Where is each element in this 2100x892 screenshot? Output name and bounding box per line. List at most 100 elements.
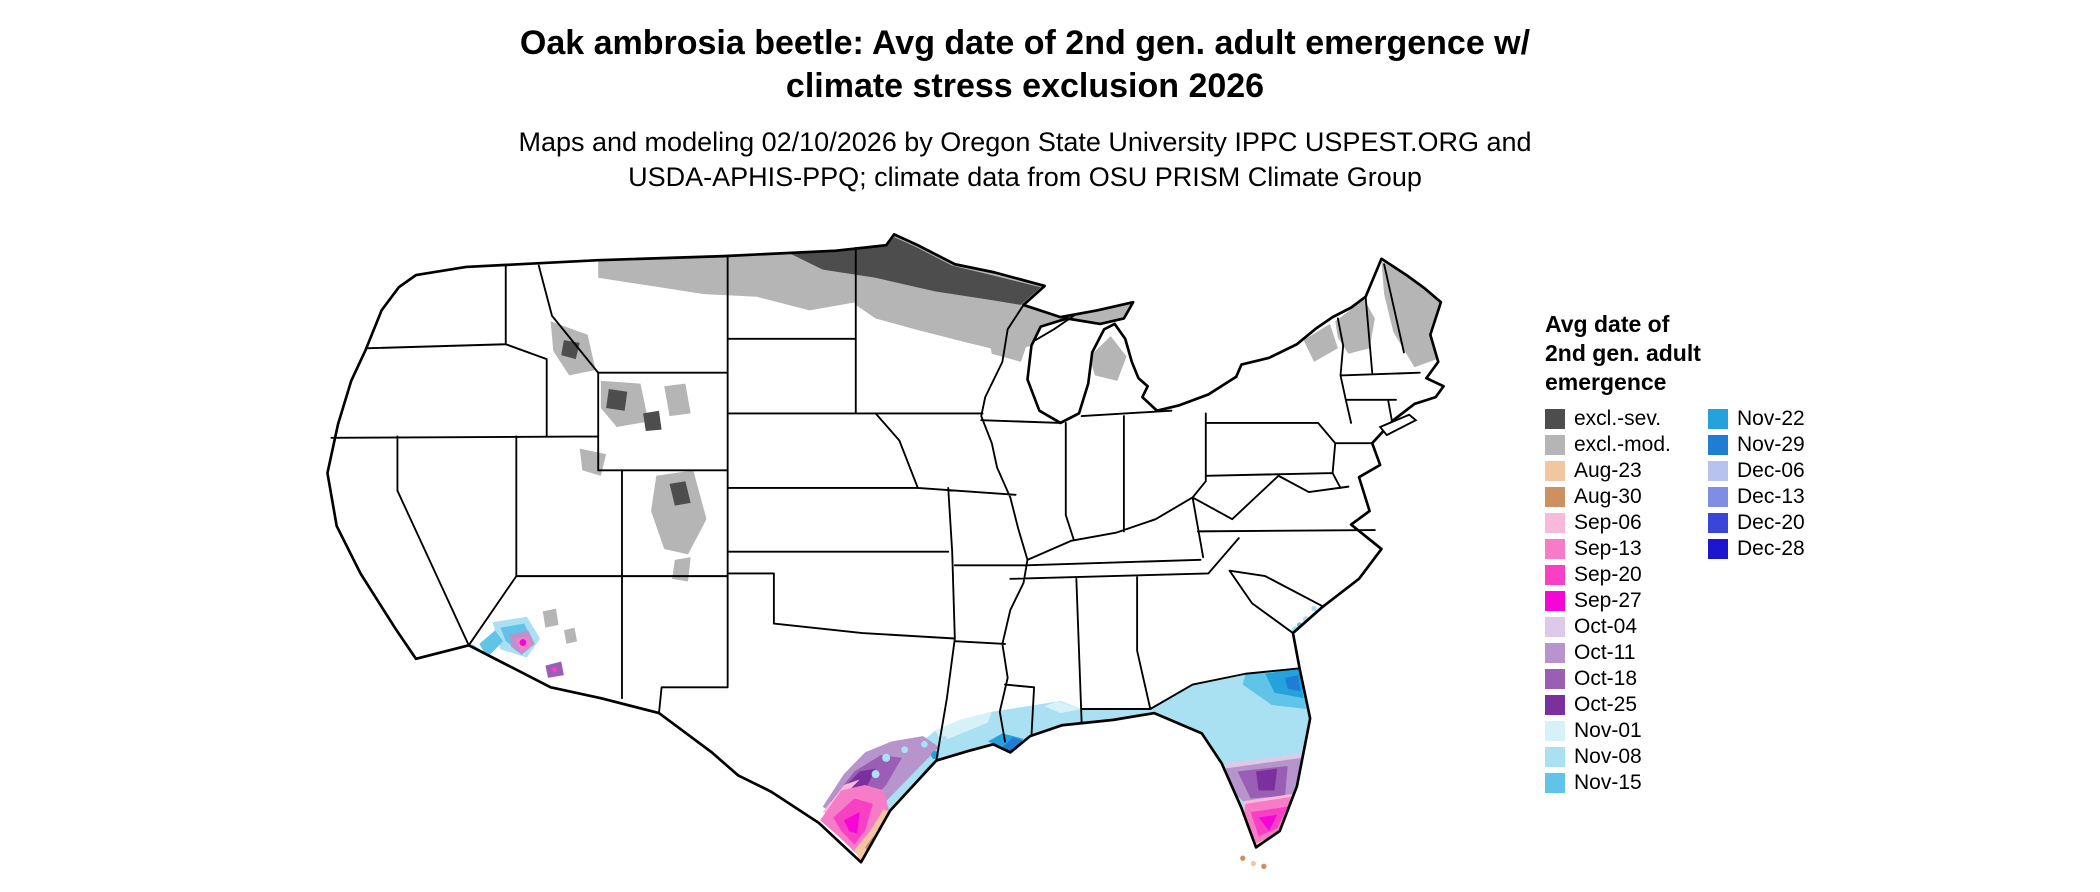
legend-row: Oct-18 [1545,666,1708,692]
legend-row: Aug-30 [1545,484,1708,510]
map-speckle [901,746,908,754]
map-speckle [941,736,947,742]
state-borders [330,247,1421,762]
legend-title: Avg date of 2nd gen. adult emergence [1545,310,1985,396]
map-region-aug-23 [854,809,1288,863]
legend-swatch [1545,617,1565,638]
legend-label: Sep-27 [1574,589,1642,613]
legend-swatch [1545,695,1565,716]
legend-label: Oct-04 [1574,615,1638,639]
header: Oak ambrosia beetle: Avg date of 2nd gen… [0,22,2050,195]
legend-row: Nov-29 [1708,432,1805,458]
legend-swatch [1545,565,1565,586]
us-map-svg [326,233,1445,870]
legend-row: Nov-15 [1545,770,1708,796]
map-subtitle: Maps and modeling 02/10/2026 by Oregon S… [0,125,2050,195]
us-map [268,210,1536,888]
legend-row: Sep-20 [1545,562,1708,588]
map-region-sep-20 [833,798,1288,845]
legend-label: Oct-18 [1574,667,1638,691]
legend-label: Oct-25 [1574,693,1638,717]
legend-label: Oct-11 [1574,641,1636,665]
long-island [1378,413,1418,437]
legend-row: Oct-11 [1545,640,1708,666]
us-outline [326,233,1445,864]
legend-title-line-1: Avg date of [1545,311,1670,337]
legend-row: Aug-23 [1545,458,1708,484]
legend-label: Aug-23 [1574,459,1642,483]
legend-swatch [1545,539,1565,560]
legend-row: Oct-25 [1545,692,1708,718]
legend-row: Nov-01 [1545,718,1708,744]
legend-label: Sep-13 [1574,537,1642,561]
legend-swatch [1708,487,1728,508]
map-speckle [871,770,880,779]
map-region-excl-mod [542,234,1441,644]
legend-swatch [1545,591,1565,612]
florida-keys-speckles [1240,855,1267,870]
legend-label: Nov-01 [1574,719,1642,743]
legend-row: Sep-06 [1545,510,1708,536]
legend-columns: excl.-sev. excl.-mod. Aug-23 Aug-30 Sep-06 Se… [1545,406,1985,796]
legend-swatch [1708,539,1728,560]
legend-row: Dec-20 [1708,510,1805,536]
legend-swatch [1545,773,1565,794]
map-title-line-2: climate stress exclusion 2026 [785,66,1265,105]
legend-swatch [1545,487,1565,508]
map-speckle [1250,860,1256,867]
map-region-nov-01 [888,700,1082,780]
legend-swatch [1545,461,1565,482]
legend-row: Dec-28 [1708,536,1805,562]
legend: Avg date of 2nd gen. adult emergence exc… [1545,310,1985,796]
legend-label: Sep-20 [1574,563,1642,587]
legend-row: Nov-22 [1708,406,1805,432]
legend-label: Nov-08 [1574,745,1642,769]
legend-label: Nov-15 [1574,771,1642,795]
legend-label: Dec-06 [1737,459,1805,483]
legend-row: excl.-sev. [1545,406,1708,432]
legend-label: Nov-22 [1737,407,1805,431]
legend-swatch [1545,409,1565,430]
legend-label: Dec-20 [1737,511,1805,535]
legend-label: excl.-mod. [1574,433,1671,457]
legend-swatch [1545,669,1565,690]
legend-label: excl.-sev. [1574,407,1662,431]
legend-label: Aug-30 [1574,485,1642,509]
legend-swatch [1545,513,1565,534]
legend-swatch [1708,513,1728,534]
legend-row: Sep-27 [1545,588,1708,614]
map-speckle [1240,855,1246,861]
legend-row: Nov-08 [1545,744,1708,770]
legend-swatch [1545,643,1565,664]
legend-swatch [1545,721,1565,742]
legend-swatch [1545,435,1565,456]
map-title: Oak ambrosia beetle: Avg date of 2nd gen… [0,22,2050,107]
legend-swatch [1708,461,1728,482]
map-speckle [882,753,891,762]
legend-title-line-3: emergence [1545,368,1667,395]
map-speckle [1311,605,1317,612]
legend-swatch [1545,747,1565,768]
legend-swatch [1708,435,1728,456]
map-subtitle-line-1: Maps and modeling 02/10/2026 by Oregon S… [518,127,1532,157]
legend-label: Dec-13 [1737,485,1805,509]
legend-label: Dec-28 [1737,537,1805,561]
legend-row: Dec-13 [1708,484,1805,510]
map-speckle [921,740,928,748]
legend-label: Sep-06 [1574,511,1642,535]
legend-title-line-2: 2nd gen. adult [1545,339,1701,366]
map-region-nov-22 [987,668,1304,761]
legend-label: Nov-29 [1737,433,1805,457]
legend-row: excl.-mod. [1545,432,1708,458]
map-speckle [551,666,558,673]
legend-row: Oct-04 [1545,614,1708,640]
legend-swatch [1708,409,1728,430]
map-title-line-1: Oak ambrosia beetle: Avg date of 2nd gen… [519,24,1531,62]
map-region-sep-27 [843,812,1278,834]
legend-row: Dec-06 [1708,458,1805,484]
legend-column-1: excl.-sev. excl.-mod. Aug-23 Aug-30 Sep-06 Se… [1545,406,1708,796]
legend-column-2: Nov-22 Nov-29 Dec-06 Dec-13 Dec-20 Dec-28 [1708,406,1805,562]
map-speckle [1261,863,1267,870]
legend-row: Sep-13 [1545,536,1708,562]
map-speckle [519,639,527,646]
